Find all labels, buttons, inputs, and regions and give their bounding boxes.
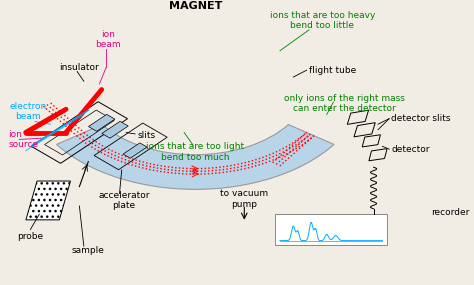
- Text: sample: sample: [72, 246, 105, 255]
- Text: MAGNET: MAGNET: [169, 1, 222, 11]
- Polygon shape: [89, 114, 115, 131]
- Text: probe: probe: [17, 232, 44, 241]
- Text: insulator: insulator: [60, 63, 99, 72]
- Text: slits: slits: [137, 131, 155, 140]
- Text: accelerator
plate: accelerator plate: [98, 191, 150, 210]
- Text: ions that are too light
bend too much: ions that are too light bend too much: [146, 142, 244, 162]
- Text: electron
beam: electron beam: [9, 102, 47, 121]
- Bar: [275, 214, 387, 245]
- Text: only ions of the right mass
can enter the detector: only ions of the right mass can enter th…: [284, 94, 405, 113]
- Text: to vacuum
pump: to vacuum pump: [220, 189, 268, 209]
- Polygon shape: [123, 143, 147, 158]
- Wedge shape: [56, 125, 334, 189]
- Text: detector: detector: [392, 145, 430, 154]
- Text: flight tube: flight tube: [309, 66, 356, 75]
- Text: ions that are too heavy
bend too little: ions that are too heavy bend too little: [270, 11, 375, 30]
- Text: ion
beam: ion beam: [96, 30, 121, 49]
- Text: recorder: recorder: [431, 208, 470, 217]
- Polygon shape: [26, 181, 71, 220]
- Text: detector slits: detector slits: [392, 114, 451, 123]
- Polygon shape: [102, 121, 128, 138]
- Text: ion
source: ion source: [8, 130, 38, 149]
